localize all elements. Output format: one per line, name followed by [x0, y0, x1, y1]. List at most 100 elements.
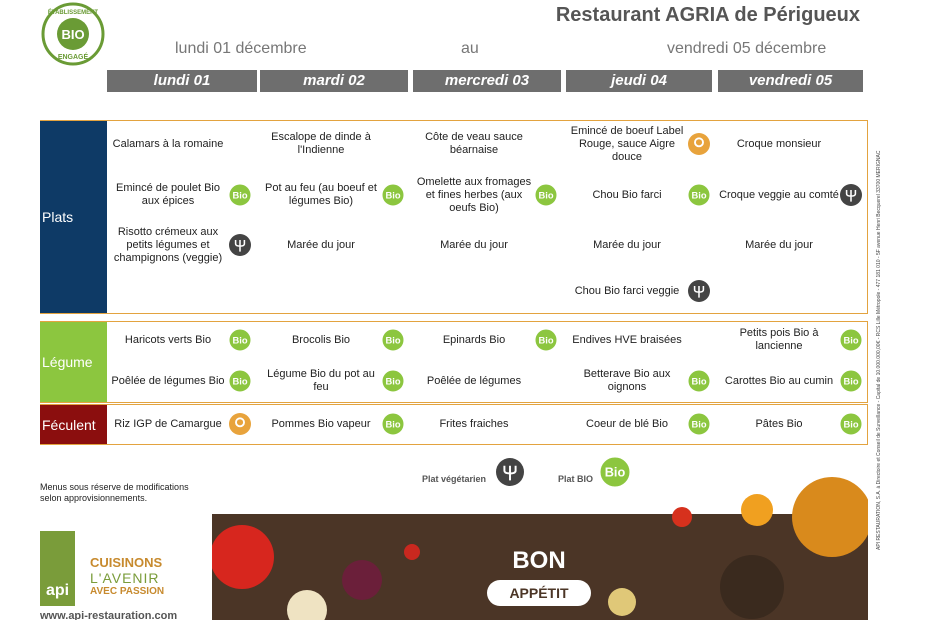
day-header: jeudi 04 — [566, 70, 712, 92]
bio-icon: Bio — [228, 328, 252, 352]
dish: Légume Bio du pot au feu — [267, 368, 375, 393]
bio-icon: Bio — [534, 183, 558, 207]
bio-icon-text: Bio — [232, 335, 247, 345]
dish: Petits pois Bio à lancienne — [739, 327, 819, 352]
bio-icon-text: Bio — [691, 376, 706, 386]
veggie-icon — [688, 280, 710, 302]
api-logo: api — [40, 531, 75, 606]
banner-bon: BON — [512, 547, 565, 574]
bio-icon-text: Bio — [385, 376, 400, 386]
bio-icon: Bio — [839, 369, 863, 393]
dish: Poêlée de légumes Bio — [111, 374, 225, 387]
dish: Poêlée de légumes — [426, 374, 522, 387]
bio-icon: Bio — [381, 412, 405, 436]
brand-line1: CUISINONS — [90, 555, 163, 570]
dish: Croque veggie au comté — [719, 188, 839, 201]
dish: Coeur de blé Bio — [586, 417, 668, 430]
date-from: lundi 01 décembre — [175, 40, 307, 57]
veggie-icon — [229, 234, 251, 256]
title: Restaurant AGRIA de Périgueux — [555, 4, 860, 26]
bio-icon-text: Bio — [538, 190, 553, 200]
day-header: lundi 01 — [107, 70, 257, 92]
dish: Omelette aux fromages et fines herbes (a… — [416, 175, 532, 214]
dish: Riz IGP de Camargue — [114, 417, 222, 430]
bio-icon: Bio — [228, 369, 252, 393]
dish: Chou Bio farci veggie — [574, 284, 680, 297]
bio-icon: Bio — [381, 328, 405, 352]
section-label: Féculent — [40, 405, 107, 444]
bio-icon: Bio — [687, 183, 711, 207]
section-label: Plats — [40, 121, 107, 313]
brand-line3: AVEC PASSION — [90, 586, 165, 597]
logo-top: ÉTABLISSEMENT — [48, 8, 99, 16]
bio-icon: Bio — [381, 183, 405, 207]
section-label: Légume — [40, 322, 107, 402]
bio-icon: Bio — [839, 412, 863, 436]
logo-center: BIO — [61, 27, 84, 42]
dish: Frites fraiches — [439, 417, 509, 430]
dish: Emincé de poulet Bio aux épices — [116, 182, 220, 207]
bio-icon-text: Bio — [691, 419, 706, 429]
date-to: vendredi 05 décembre — [667, 40, 827, 57]
bio-icon: Bio — [599, 456, 631, 488]
food-banner: BON APPÉTIT — [212, 477, 868, 620]
dish: Haricots verts Bio — [124, 333, 212, 346]
day-header: mercredi 03 — [413, 70, 561, 92]
section: Plats — [40, 120, 868, 314]
dish: Côte de veau sauce béarnaise — [425, 131, 523, 156]
dish: Brocolis Bio — [291, 333, 351, 346]
legend-veggie: Plat végétarien — [422, 474, 487, 484]
veggie-icon — [840, 184, 862, 206]
bio-icon-text: Bio — [605, 465, 626, 480]
bio-icon: Bio — [534, 328, 558, 352]
bio-icon: Bio — [687, 369, 711, 393]
day-header: mardi 02 — [260, 70, 408, 92]
brand-line2: L'AVENIR — [90, 570, 160, 586]
dish: Pâtes Bio — [755, 417, 803, 430]
date-to-word: au — [461, 40, 479, 57]
bio-icon-text: Bio — [232, 376, 247, 386]
dish: Emincé de boeuf Label Rouge, sauce Aigre… — [570, 124, 684, 163]
side-wrap: API RESTAURATION, S.A. à Directoire et C… — [876, 70, 884, 550]
dish: Risotto crémeux aux petits légumes et ch… — [113, 225, 223, 264]
bio-icon-text: Bio — [385, 190, 400, 200]
dish: Marée du jour — [745, 238, 813, 251]
bio-icon: Bio — [381, 369, 405, 393]
bio-icon: Bio — [228, 183, 252, 207]
side-text: API RESTAURATION, S.A. à Directoire et C… — [876, 150, 882, 550]
dish: Escalope de dinde à l'Indienne — [271, 131, 371, 156]
bio-icon-text: Bio — [385, 335, 400, 345]
bio-icon: Bio — [839, 328, 863, 352]
label-icon — [229, 413, 251, 435]
note: Menus sous réserve de modifications selo… — [40, 482, 189, 503]
dish: Endives HVE braisées — [572, 333, 682, 346]
dish: Croque monsieur — [736, 137, 822, 150]
dish: Pommes Bio vapeur — [271, 417, 371, 430]
bio-icon-text: Bio — [843, 419, 858, 429]
dish: Pot au feu (au boeuf et légumes Bio) — [265, 182, 377, 207]
url: www.api-restauration.com — [40, 610, 178, 620]
bio-icon-text: Bio — [538, 335, 553, 345]
dish: Betterave Bio aux oignons — [583, 368, 671, 393]
label-icon — [688, 133, 710, 155]
bio-icon-text: Bio — [843, 335, 858, 345]
bio-icon-text: Bio — [385, 419, 400, 429]
bio-icon-text: Bio — [843, 376, 858, 386]
veggie-icon — [496, 458, 524, 486]
dish: Calamars à la romaine — [112, 137, 224, 150]
dish: Marée du jour — [440, 238, 508, 251]
bio-icon: Bio — [687, 412, 711, 436]
day-header: vendredi 05 — [718, 70, 863, 92]
dish: Epinards Bio — [442, 333, 506, 346]
dish: Carottes Bio au cumin — [724, 374, 834, 387]
logo-bottom: ENGAGÉ — [58, 52, 89, 61]
bio-logo: ÉTABLISSEMENT BIO ENGAGÉ — [41, 2, 105, 66]
dish: Marée du jour — [593, 238, 661, 251]
bio-icon-text: Bio — [691, 190, 706, 200]
section: Légume — [40, 321, 868, 403]
dish: Marée du jour — [287, 238, 355, 251]
legend-bio: Plat BIO — [558, 474, 594, 484]
dish: Chou Bio farci — [592, 188, 662, 201]
section: Féculent — [40, 404, 868, 445]
